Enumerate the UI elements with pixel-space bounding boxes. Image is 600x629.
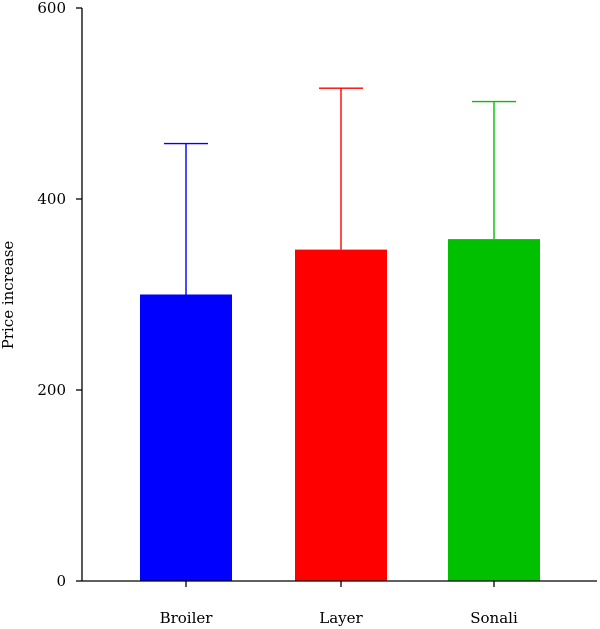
bar-layer xyxy=(295,249,387,582)
y-tick-label: 0 xyxy=(56,572,66,590)
bar-sonali xyxy=(448,239,540,582)
x-tick-label: Broiler xyxy=(160,609,214,627)
y-tick-label: 600 xyxy=(37,0,66,17)
y-tick-label: 200 xyxy=(37,381,66,399)
x-ticks: Broiler Layer Sonali xyxy=(160,581,518,627)
y-tick-label: 400 xyxy=(37,190,66,208)
y-axis-label: Price increase xyxy=(0,241,17,350)
error-bars-layer xyxy=(164,87,516,295)
y-ticks: 0 200 400 600 xyxy=(37,0,82,590)
x-tick-label: Layer xyxy=(319,609,363,627)
x-tick-label: Sonali xyxy=(470,609,518,627)
bars-layer xyxy=(140,239,540,582)
bar-broiler xyxy=(140,294,232,581)
